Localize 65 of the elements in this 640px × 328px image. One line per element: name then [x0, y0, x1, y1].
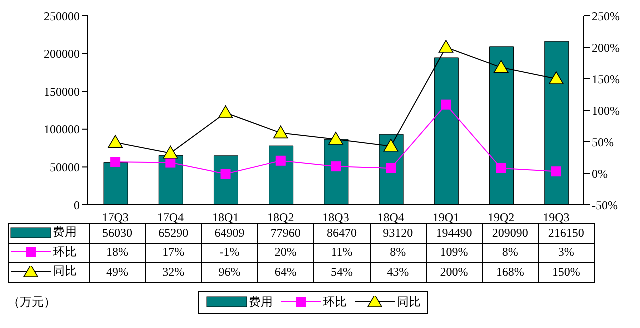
- data-label: 43%: [370, 262, 426, 282]
- text: 环比: [323, 294, 347, 308]
- legend-label: 费用: [52, 224, 77, 241]
- data-label: 18%: [90, 243, 146, 262]
- data-label: 216150: [538, 224, 594, 243]
- point: [273, 126, 288, 139]
- data-label: 49%: [90, 262, 146, 282]
- data-label: 8%: [370, 243, 426, 262]
- data-label: 86470: [314, 224, 370, 243]
- data-label: 77960: [258, 224, 314, 243]
- y-tick-label: 100000: [44, 122, 80, 137]
- data-label: 96%: [202, 262, 258, 282]
- point: [549, 72, 564, 84]
- data-label: 65290: [146, 224, 202, 243]
- y-tick-label: 150000: [44, 84, 80, 99]
- point: [163, 146, 178, 159]
- point: [331, 162, 341, 172]
- point: [108, 135, 123, 148]
- data-label: 150%: [538, 262, 594, 282]
- data-label: 8%: [482, 243, 538, 262]
- y2-tick-label: 50%: [592, 135, 614, 150]
- legend-label: 同比: [52, 263, 77, 280]
- data-label: -1%: [202, 243, 258, 262]
- data-label: 20%: [258, 243, 314, 262]
- y2-tick-label: 0%: [592, 166, 608, 181]
- y-tick-label: 200000: [44, 47, 80, 62]
- point: [386, 163, 396, 174]
- data-label: 17%: [146, 243, 202, 262]
- point: [220, 169, 231, 180]
- point: [328, 132, 344, 145]
- y2-tick-label: 150%: [592, 72, 620, 86]
- point: [276, 156, 286, 166]
- point: [494, 60, 509, 74]
- y2-tick-label: 250%: [592, 9, 620, 24]
- point: [384, 139, 399, 152]
- text: 费用: [249, 294, 273, 308]
- y2-tick-label: -50%: [592, 198, 618, 212]
- point: [551, 166, 562, 177]
- data-label: 194490: [426, 224, 482, 243]
- data-label: 209090: [482, 224, 538, 243]
- data-label: 64%: [258, 262, 314, 282]
- point: [496, 163, 506, 174]
- data-label: 109%: [426, 243, 482, 262]
- point: [438, 40, 454, 53]
- data-label: 11%: [314, 243, 370, 262]
- data-label: 168%: [482, 262, 538, 282]
- data-label: 64909: [202, 224, 258, 243]
- data-label: 32%: [146, 262, 202, 282]
- data-label: 3%: [538, 243, 594, 262]
- y-tick-label: 250000: [44, 9, 80, 24]
- point: [441, 100, 452, 110]
- y2-tick-label: 200%: [592, 40, 620, 55]
- point: [218, 106, 234, 118]
- legend-label: 环比: [52, 244, 77, 260]
- point: [166, 158, 176, 168]
- y-tick-label: 50000: [50, 160, 80, 174]
- data-label: 54%: [314, 262, 370, 282]
- text: 同比: [397, 294, 421, 308]
- data-label: 200%: [426, 262, 482, 282]
- point: [110, 157, 121, 168]
- text: （万元）: [8, 294, 56, 308]
- data-label: 93120: [370, 224, 426, 243]
- y-tick-label: 0: [74, 198, 80, 212]
- data-label: 56030: [90, 224, 146, 243]
- y2-tick-label: 100%: [592, 104, 620, 118]
